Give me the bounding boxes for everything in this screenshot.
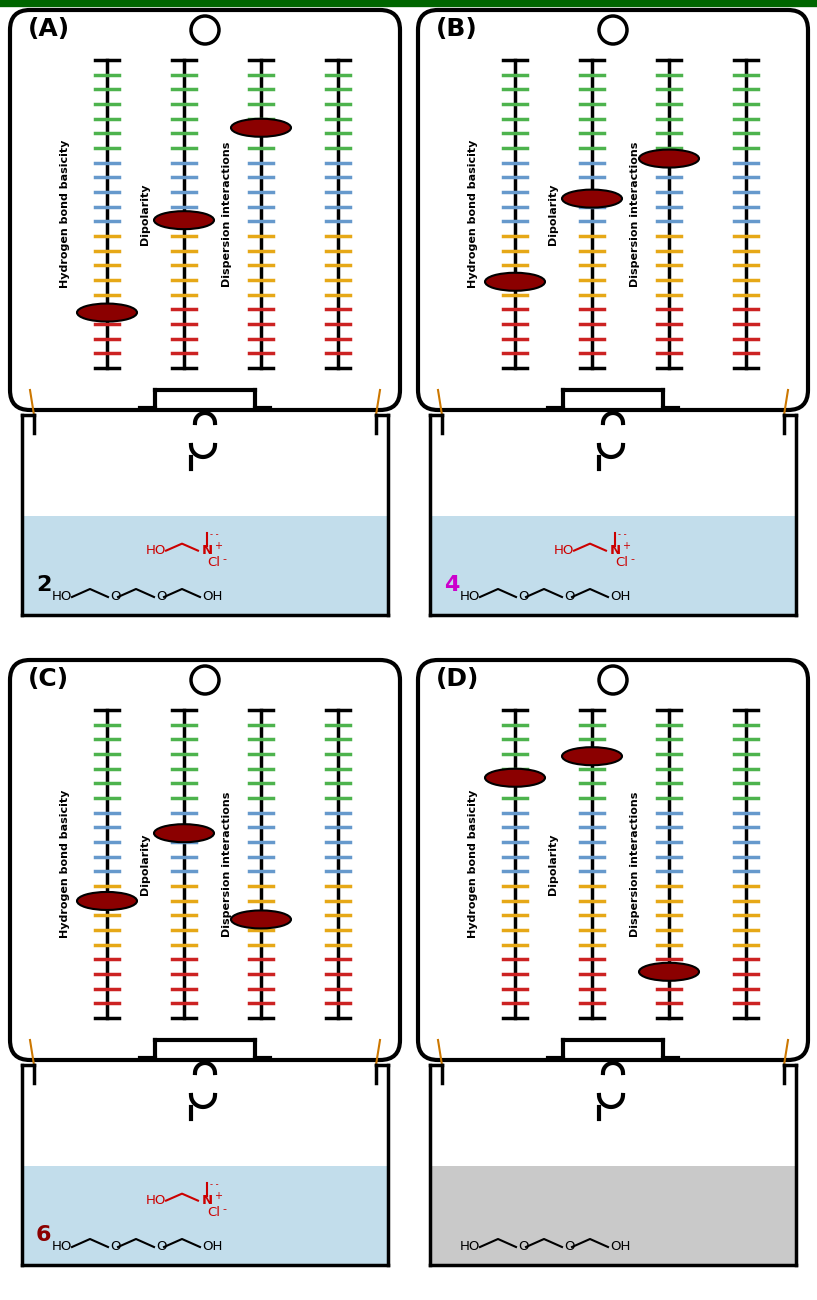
Text: Cl: Cl — [615, 556, 628, 569]
Text: +: + — [622, 541, 630, 551]
Text: HO: HO — [51, 590, 72, 603]
Ellipse shape — [154, 211, 214, 229]
Circle shape — [191, 16, 219, 44]
Ellipse shape — [485, 273, 545, 291]
Ellipse shape — [77, 304, 137, 321]
Text: Dipolarity: Dipolarity — [141, 183, 150, 244]
Text: (A): (A) — [28, 17, 70, 42]
Text: Cl: Cl — [207, 556, 220, 569]
Text: OH: OH — [610, 590, 631, 603]
Text: Dipolarity: Dipolarity — [141, 833, 150, 894]
FancyBboxPatch shape — [418, 10, 808, 409]
Text: O: O — [518, 590, 529, 603]
Text: Hydrogen bond basicity: Hydrogen bond basicity — [468, 140, 478, 289]
Text: OH: OH — [202, 590, 222, 603]
Text: Dispersion interactions: Dispersion interactions — [222, 142, 233, 287]
Text: HO: HO — [460, 590, 480, 603]
Text: Cl: Cl — [207, 1206, 220, 1219]
Ellipse shape — [231, 118, 291, 136]
Text: Dipolarity: Dipolarity — [548, 833, 559, 894]
Text: (D): (D) — [436, 667, 480, 692]
Text: HO: HO — [554, 545, 574, 558]
Text: - -: - - — [618, 530, 627, 540]
Text: HO: HO — [145, 1195, 166, 1208]
Ellipse shape — [231, 910, 291, 928]
Circle shape — [191, 666, 219, 694]
Ellipse shape — [562, 747, 622, 766]
Text: -: - — [222, 1204, 226, 1214]
Text: O: O — [564, 1240, 574, 1253]
Text: N: N — [202, 545, 213, 558]
Text: O: O — [110, 590, 120, 603]
Text: O: O — [564, 590, 574, 603]
Text: -: - — [222, 554, 226, 564]
Text: N: N — [202, 1195, 213, 1208]
Text: Hydrogen bond basicity: Hydrogen bond basicity — [60, 790, 70, 939]
FancyBboxPatch shape — [10, 10, 400, 409]
Text: (B): (B) — [436, 17, 478, 42]
Text: 6: 6 — [36, 1225, 51, 1245]
Text: O: O — [518, 1240, 529, 1253]
Ellipse shape — [562, 190, 622, 208]
Text: O: O — [110, 1240, 120, 1253]
Circle shape — [599, 666, 627, 694]
Ellipse shape — [639, 963, 699, 980]
Circle shape — [599, 16, 627, 44]
Bar — [22, 1166, 388, 1265]
Text: Dispersion interactions: Dispersion interactions — [631, 792, 641, 937]
Text: (C): (C) — [28, 667, 69, 692]
FancyBboxPatch shape — [418, 660, 808, 1060]
Text: HO: HO — [51, 1240, 72, 1253]
Bar — [430, 1166, 796, 1265]
Text: +: + — [214, 1191, 222, 1201]
Text: OH: OH — [610, 1240, 631, 1253]
Ellipse shape — [639, 150, 699, 168]
Text: Dispersion interactions: Dispersion interactions — [222, 792, 233, 937]
Text: Hydrogen bond basicity: Hydrogen bond basicity — [60, 140, 70, 289]
Text: Hydrogen bond basicity: Hydrogen bond basicity — [468, 790, 478, 939]
Text: Dipolarity: Dipolarity — [548, 183, 559, 244]
Text: OH: OH — [202, 1240, 222, 1253]
Text: 2: 2 — [36, 575, 51, 595]
Bar — [430, 516, 796, 615]
Bar — [22, 516, 388, 615]
Text: O: O — [156, 1240, 167, 1253]
Text: HO: HO — [460, 1240, 480, 1253]
Ellipse shape — [485, 768, 545, 786]
Text: N: N — [610, 545, 621, 558]
Text: - -: - - — [210, 1180, 219, 1190]
Text: -: - — [630, 554, 634, 564]
Ellipse shape — [77, 892, 137, 910]
Text: HO: HO — [145, 545, 166, 558]
Text: Dispersion interactions: Dispersion interactions — [631, 142, 641, 287]
Text: O: O — [156, 590, 167, 603]
FancyBboxPatch shape — [10, 660, 400, 1060]
Ellipse shape — [154, 824, 214, 842]
Text: +: + — [214, 541, 222, 551]
Text: - -: - - — [210, 530, 219, 540]
Text: 4: 4 — [444, 575, 459, 595]
